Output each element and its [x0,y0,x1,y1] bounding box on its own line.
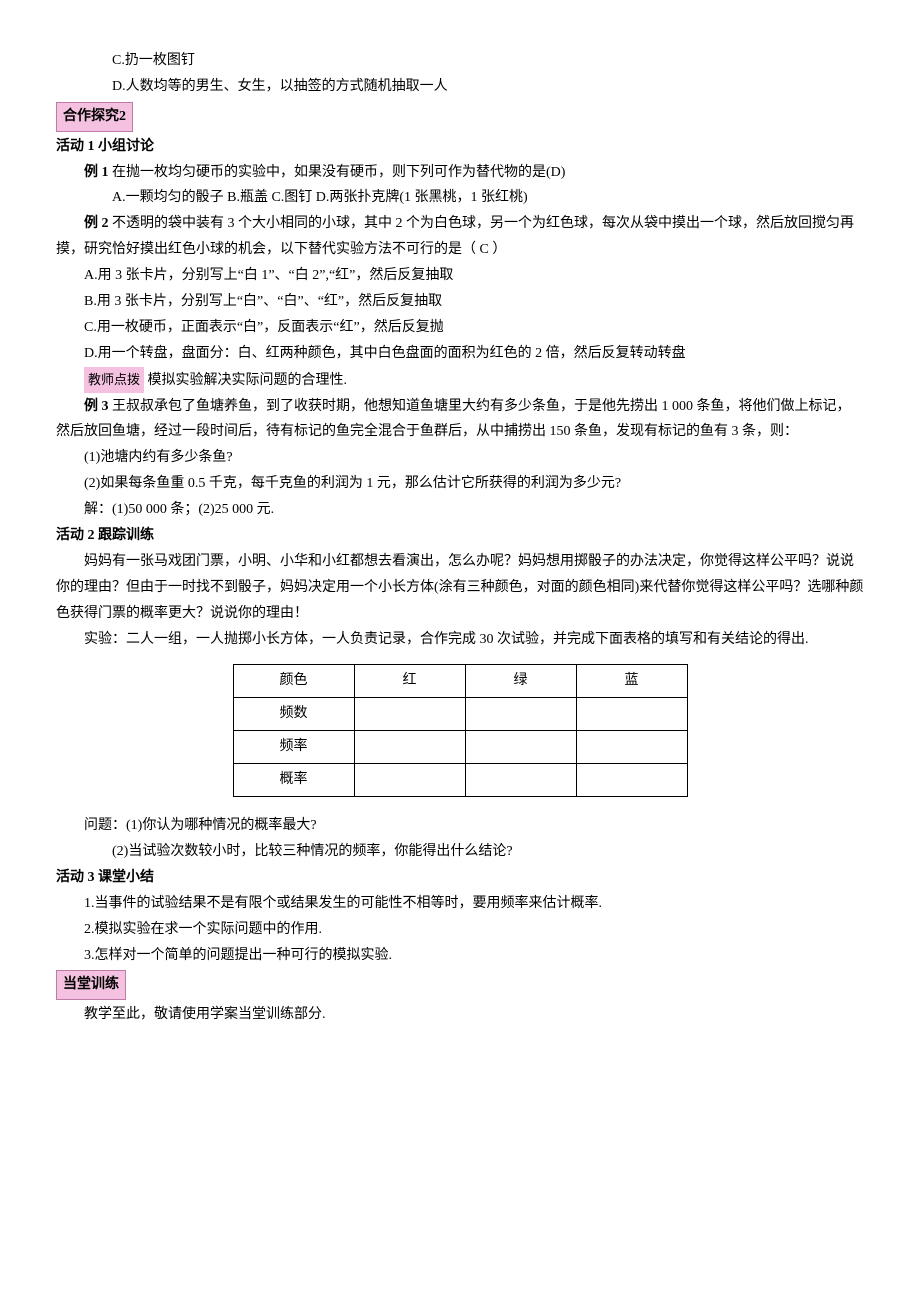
example-3-q1: (1)池塘内约有多少条鱼? [56,445,864,471]
teacher-note-body: 模拟实验解决实际问题的合理性. [148,373,348,388]
end-body: 教学至此，敬请使用学案当堂训练部分. [56,1002,864,1028]
table-header-cell: 红 [354,665,465,698]
end-tag-wrap: 当堂训练 [56,968,864,1002]
example-2-opt-a: A.用 3 张卡片，分别写上“白 1”、“白 2”,“红”，然后反复抽取 [56,263,864,289]
table-row: 频率 [233,731,687,764]
example-1-label: 例 1 [84,165,109,180]
example-3-body: 王叔叔承包了鱼塘养鱼，到了收获时期，他想知道鱼塘里大约有多少条鱼，于是他先捞出 … [56,399,851,440]
example-2-opt-b: B.用 3 张卡片，分别写上“白”、“白”、“红”，然后反复抽取 [56,289,864,315]
table-cell [576,764,687,797]
table-header-cell: 蓝 [576,665,687,698]
table-cell [465,731,576,764]
example-1-body: 在抛一枚均匀硬币的实验中，如果没有硬币，则下列可作为替代物的是(D) [112,165,565,180]
example-1-options: A.一颗均匀的骰子 B.瓶盖 C.图钉 D.两张扑克牌(1 张黑桃，1 张红桃) [56,185,864,211]
table-cell [465,764,576,797]
activity-2-q1: 问题：(1)你认为哪种情况的概率最大? [56,813,864,839]
activity-2-title: 活动 2 跟踪训练 [56,523,864,549]
teacher-note-tag: 教师点拨 [84,367,144,393]
example-3-answer: 解：(1)50 000 条；(2)25 000 元. [56,497,864,523]
activity-3-item-2: 2.模拟实验在求一个实际问题中的作用. [56,917,864,943]
activity-3-item-1: 1.当事件的试验结果不是有限个或结果发生的可能性不相等时，要用频率来估计概率. [56,891,864,917]
activity-3-item-3: 3.怎样对一个简单的问题提出一种可行的模拟实验. [56,943,864,969]
option-c: C.扔一枚图钉 [56,48,864,74]
table-cell [576,731,687,764]
teacher-note-line: 教师点拨 模拟实验解决实际问题的合理性. [56,367,864,394]
example-2-opt-d: D.用一个转盘，盘面分：白、红两种颜色，其中白色盘面的面积为红色的 2 倍，然后… [56,341,864,367]
end-training-tag: 当堂训练 [56,970,126,1000]
table-header-cell: 绿 [465,665,576,698]
table-rowlabel: 频率 [233,731,354,764]
table-row: 概率 [233,764,687,797]
activity-2-q2: (2)当试验次数较小时，比较三种情况的频率，你能得出什么结论? [56,839,864,865]
table-rowlabel: 概率 [233,764,354,797]
activity-2-para-1: 妈妈有一张马戏团门票，小明、小华和小红都想去看演出，怎么办呢？妈妈想用掷骰子的办… [56,549,864,627]
table-header-row: 颜色 红 绿 蓝 [233,665,687,698]
table-header-cell: 颜色 [233,665,354,698]
activity-2-para-2: 实验：二人一组，一人抛掷小长方体，一人负责记录，合作完成 30 次试验，并完成下… [56,627,864,653]
activity-1-title: 活动 1 小组讨论 [56,134,864,160]
activity-3-title: 活动 3 课堂小结 [56,865,864,891]
table-cell [354,764,465,797]
example-3-q2: (2)如果每条鱼重 0.5 千克，每千克鱼的利润为 1 元，那么估计它所获得的利… [56,471,864,497]
table-rowlabel: 频数 [233,698,354,731]
example-3-label: 例 3 [84,399,109,414]
table-cell [354,731,465,764]
table-row: 频数 [233,698,687,731]
table-cell [465,698,576,731]
section-cooperation-tag-wrap: 合作探究2 [56,100,864,134]
section-cooperation-tag: 合作探究2 [56,102,133,132]
example-2-block: 例 2 不透明的袋中装有 3 个大小相同的小球，其中 2 个为白色球，另一个为红… [56,211,864,263]
table-cell [354,698,465,731]
table-cell [576,698,687,731]
example-2-body: 不透明的袋中装有 3 个大小相同的小球，其中 2 个为白色球，另一个为红色球，每… [56,216,854,257]
option-d: D.人数均等的男生、女生，以抽签的方式随机抽取一人 [56,74,864,100]
example-2-label: 例 2 [84,216,109,231]
example-2-opt-c: C.用一枚硬币，正面表示“白”，反面表示“红”，然后反复抛 [56,315,864,341]
color-experiment-table: 颜色 红 绿 蓝 频数 频率 概率 [233,664,688,797]
example-3-block: 例 3 王叔叔承包了鱼塘养鱼，到了收获时期，他想知道鱼塘里大约有多少条鱼，于是他… [56,394,864,446]
example-1-line: 例 1 在抛一枚均匀硬币的实验中，如果没有硬币，则下列可作为替代物的是(D) [56,160,864,186]
